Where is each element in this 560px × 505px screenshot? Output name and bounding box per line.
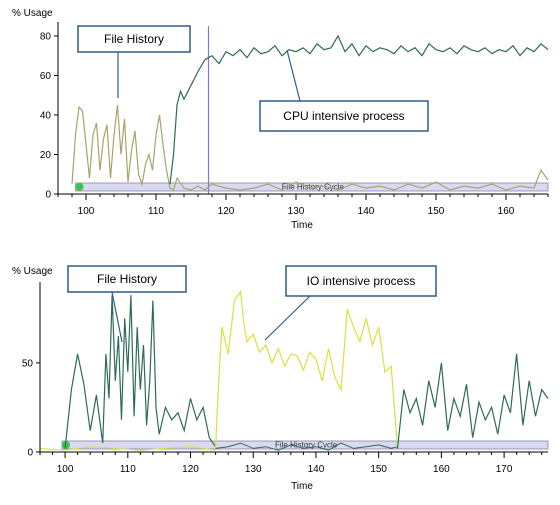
y-tick-label: 40 bbox=[40, 110, 52, 121]
x-tick-label: 170 bbox=[496, 464, 513, 475]
x-tick-label: 140 bbox=[308, 464, 325, 475]
callout-box bbox=[285, 265, 437, 297]
x-tick-label: 110 bbox=[148, 206, 164, 217]
x-axis-label: Time bbox=[291, 220, 313, 231]
x-tick-label: 100 bbox=[57, 464, 74, 475]
y-axis-label: % Usage bbox=[12, 8, 53, 19]
x-tick-label: 160 bbox=[498, 206, 515, 217]
callout-label: File History bbox=[104, 32, 164, 46]
band-label: File History Cycle bbox=[282, 183, 345, 192]
y-tick-label: 50 bbox=[22, 358, 34, 369]
x-tick-label: 150 bbox=[428, 206, 445, 217]
series-line-0 bbox=[64, 295, 217, 449]
series-line-1 bbox=[215, 289, 399, 449]
x-tick-label: 130 bbox=[288, 206, 305, 217]
band-start-marker bbox=[75, 183, 84, 191]
x-tick-label: 110 bbox=[120, 464, 136, 475]
series-line-1 bbox=[169, 34, 549, 185]
series-line-1-b bbox=[39, 446, 216, 451]
y-tick-label: 60 bbox=[40, 71, 52, 82]
callout-box bbox=[77, 25, 191, 53]
y-tick-label: 0 bbox=[45, 190, 51, 201]
callout-label: CPU intensive process bbox=[283, 109, 404, 123]
callout-box bbox=[67, 265, 187, 293]
y-tick-label: 0 bbox=[27, 448, 33, 459]
series-line-2 bbox=[396, 353, 549, 449]
callout-pointer bbox=[264, 295, 311, 341]
band-label: File History Cycle bbox=[275, 441, 338, 450]
callout-label: IO intensive process bbox=[307, 274, 416, 288]
y-axis-label: % Usage bbox=[12, 266, 53, 277]
x-tick-label: 140 bbox=[358, 206, 375, 217]
y-tick-label: 80 bbox=[40, 31, 52, 42]
x-tick-label: 130 bbox=[245, 464, 262, 475]
series-line-0 bbox=[71, 105, 549, 191]
x-tick-label: 160 bbox=[433, 464, 450, 475]
x-tick-label: 120 bbox=[218, 206, 235, 217]
callout-box bbox=[259, 100, 429, 132]
callout-label: File History bbox=[97, 272, 157, 286]
x-tick-label: 150 bbox=[370, 464, 387, 475]
callout-pointer bbox=[111, 291, 123, 343]
series-line-0-b bbox=[215, 442, 398, 451]
x-tick-label: 100 bbox=[78, 206, 95, 217]
y-tick-label: 20 bbox=[40, 150, 52, 161]
callout-pointer bbox=[286, 49, 301, 102]
x-tick-label: 120 bbox=[182, 464, 199, 475]
x-axis-label: Time bbox=[291, 481, 313, 492]
